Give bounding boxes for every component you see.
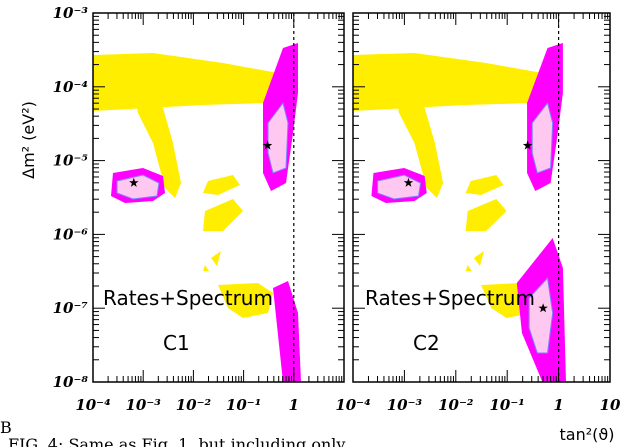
x-tick-label: 10⁻²: [176, 396, 212, 414]
y-tick-label: 10⁻⁸: [53, 373, 89, 391]
excluded-region: [133, 88, 181, 198]
caption-fragment: FIG. 4: Same as Fig. 1, but including on…: [8, 435, 345, 447]
best-fit-star: [403, 177, 414, 187]
best-fit-star: [538, 303, 548, 313]
best-fit-star: [522, 140, 533, 150]
panel-label: Rates+Spectrum: [365, 286, 535, 310]
excluded-region: [465, 265, 472, 271]
excluded-region: [465, 199, 507, 231]
excluded-region: [203, 199, 243, 231]
x-tick-label: 10⁻¹: [226, 396, 261, 414]
excluded-region: [473, 251, 485, 266]
excluded-region: [211, 251, 221, 266]
excluded-region: [203, 265, 209, 271]
excluded-region: [203, 175, 240, 195]
caption-marker: B: [0, 418, 12, 437]
panel-sublabel: C2: [413, 331, 440, 355]
x-tick-label: 10⁻⁴: [335, 396, 370, 414]
excluded-region: [218, 283, 273, 318]
x-tick-label: 10⁻⁴: [75, 396, 110, 414]
plot-frame: [92, 12, 345, 383]
y-tick-label: 10⁻⁵: [53, 152, 89, 170]
x-axis-label: tan²(ϑ): [559, 425, 614, 444]
allowed-region-inner: [528, 276, 554, 354]
y-tick-label: 10⁻⁶: [53, 225, 89, 243]
excluded-region: [465, 175, 504, 195]
x-tick-label: 10: [600, 396, 621, 414]
allowed-region-inner: [267, 101, 289, 174]
x-tick-label: 10⁻¹: [490, 396, 525, 414]
panel-1: 10⁻⁴ 10⁻³ 10⁻² 10⁻¹ 1 10⁻³ 10⁻⁴ 10⁻⁵ 10⁻⁶ 10⁻⁷ 10⁻…: [53, 4, 345, 414]
best-fit-star: [262, 140, 273, 150]
allowed-region-outer: [273, 281, 301, 382]
plot-frame: [352, 12, 611, 383]
x-tick-label: 1: [289, 396, 299, 414]
ticks: [92, 13, 344, 383]
x-tick-label: 10⁻²: [438, 396, 474, 414]
best-fit-star: [129, 177, 139, 187]
excluded-region: [393, 88, 444, 198]
allowed-region-inner: [116, 174, 160, 200]
y-tick-label: 10⁻⁴: [53, 78, 88, 96]
excluded-region: [93, 53, 278, 111]
allowed-region-inner: [377, 174, 422, 200]
x-tick-label: 10⁻³: [126, 396, 162, 414]
allowed-region-inner: [531, 101, 554, 174]
panel-label: Rates+Spectrum: [103, 286, 273, 310]
y-tick-label: 10⁻⁷: [53, 299, 89, 317]
panel-2: 10⁻⁴ 10⁻³ 10⁻² 10⁻¹ 1 10 Rates+Spectrum C2: [335, 12, 621, 414]
panel-sublabel: C1: [163, 331, 190, 355]
x-tick-label: 1: [553, 396, 563, 414]
y-tick-label: 10⁻³: [53, 4, 89, 22]
ticks: [352, 13, 610, 383]
x-tick-label: 10⁻³: [387, 396, 423, 414]
y-axis-label: Δm² (eV²): [19, 101, 38, 179]
excluded-region: [353, 53, 543, 111]
